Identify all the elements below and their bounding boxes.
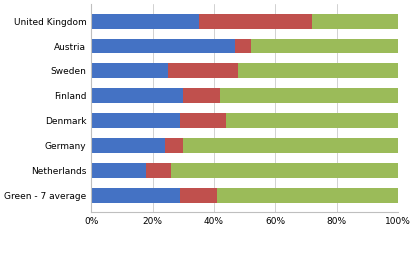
Bar — [199, 14, 312, 28]
Bar — [171, 163, 398, 178]
Bar — [312, 14, 398, 28]
Bar — [91, 88, 183, 103]
Bar — [183, 88, 220, 103]
Bar — [220, 88, 398, 103]
Bar — [235, 39, 251, 53]
Bar — [251, 39, 398, 53]
Bar — [146, 163, 171, 178]
Bar — [91, 138, 165, 153]
Bar — [180, 188, 217, 203]
Bar — [165, 138, 183, 153]
Bar — [91, 63, 168, 78]
Bar — [91, 14, 199, 28]
Bar — [91, 188, 180, 203]
Bar — [183, 138, 398, 153]
Bar — [91, 163, 146, 178]
Bar — [180, 113, 226, 128]
Bar — [217, 188, 398, 203]
Bar — [168, 63, 239, 78]
Bar — [226, 113, 398, 128]
Bar — [91, 39, 235, 53]
Bar — [91, 113, 180, 128]
Bar — [239, 63, 398, 78]
